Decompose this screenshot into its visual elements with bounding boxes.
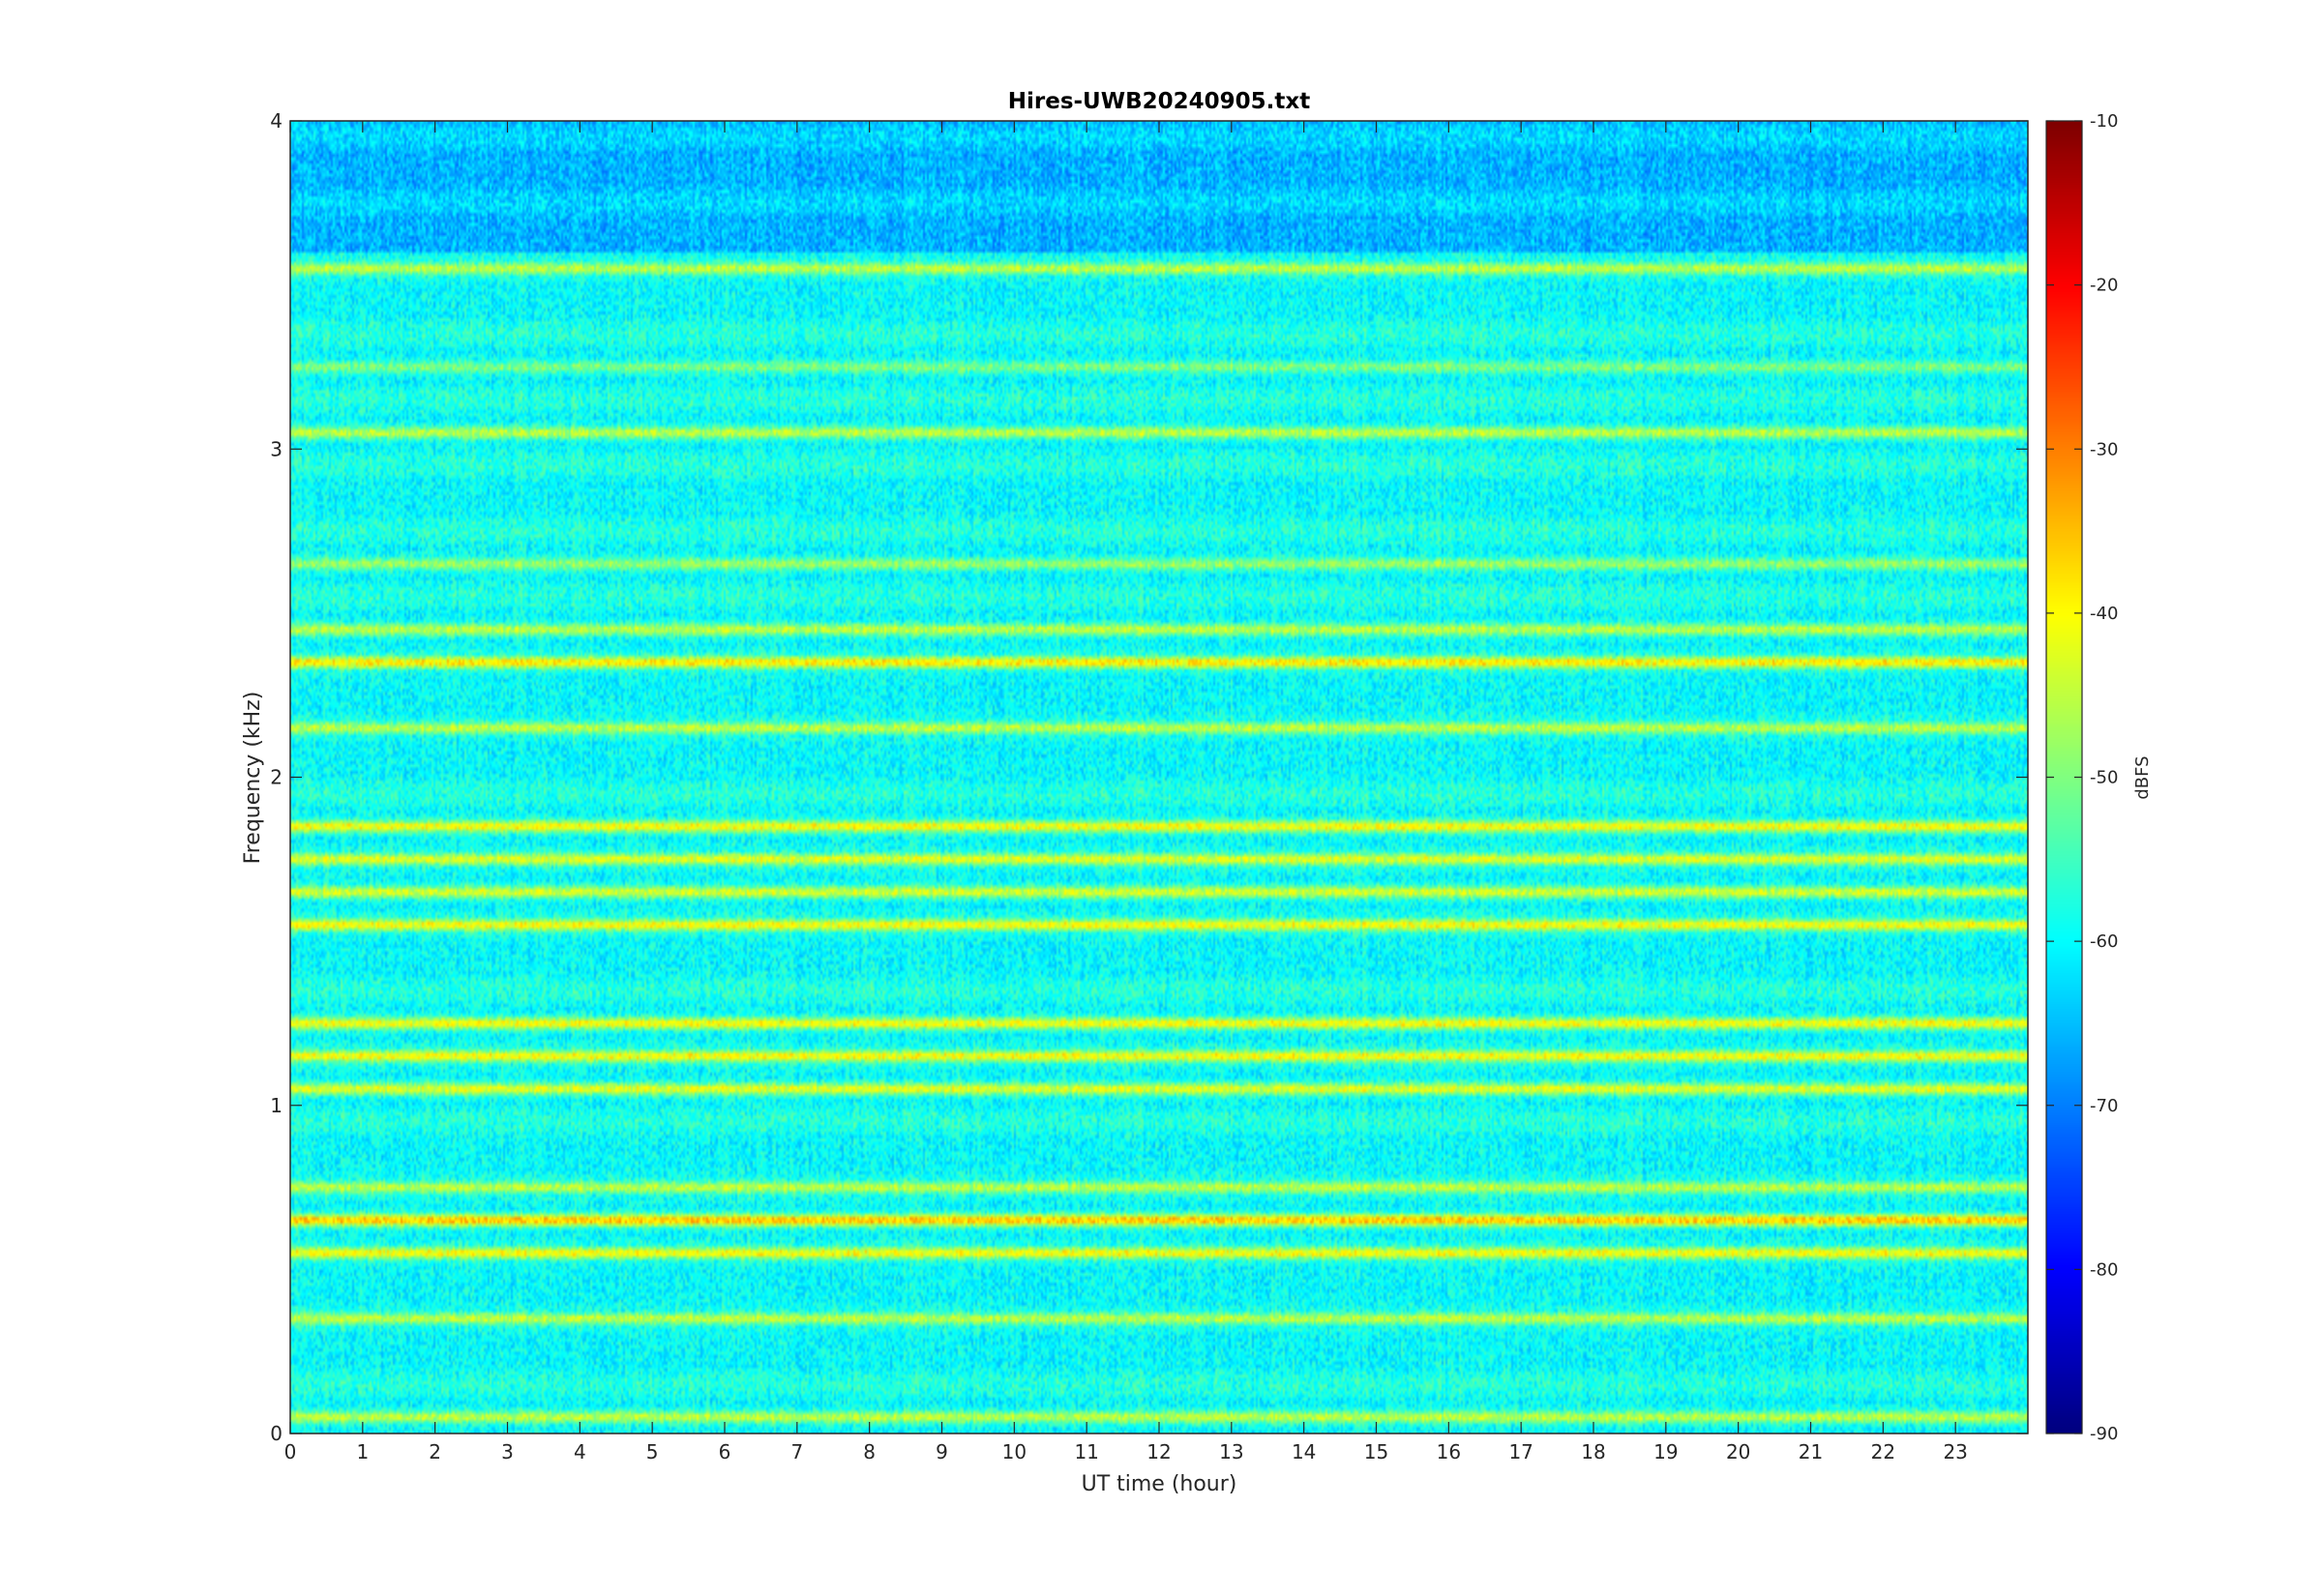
x-tick-label: 8	[863, 1440, 876, 1463]
colorbar-label: dBFS	[2132, 755, 2153, 799]
x-tick-label: 5	[646, 1440, 659, 1463]
x-tick-label: 1	[356, 1440, 369, 1463]
x-axis-label: UT time (hour)	[1082, 1472, 1237, 1496]
x-axis-ticks: 0 1 2 3 4 5 6 7 8 9 10 11 12 13 14 15 16 17 18 19 20 21 22 23	[284, 121, 1968, 1463]
y-axis-label: Frequency (kHz)	[241, 692, 265, 865]
colorbar-tick-label: -80	[2090, 1259, 2118, 1280]
x-tick-label: 15	[1364, 1440, 1388, 1463]
colorbar-tick-label: -20	[2090, 276, 2118, 296]
x-tick-label: 20	[1726, 1440, 1750, 1463]
x-tick-label: 13	[1219, 1440, 1243, 1463]
colorbar: -10 -20 -30 -40 -50 -60 -70 -80 -90 dBFS	[2045, 111, 2153, 1444]
x-tick-label: 11	[1074, 1440, 1098, 1463]
x-tick-label: 16	[1437, 1440, 1461, 1463]
x-tick-label: 22	[1871, 1440, 1895, 1463]
colorbar-tick-label: -40	[2090, 604, 2118, 624]
x-tick-label: 3	[501, 1440, 514, 1463]
colorbar-tick-label: -60	[2090, 931, 2118, 952]
y-axis-ticks: 0 1 2 3 4	[270, 109, 2028, 1445]
x-tick-label: 0	[284, 1440, 297, 1463]
chart-title: Hires-UWB20240905.txt	[1008, 89, 1310, 114]
y-tick-label: 3	[270, 437, 283, 460]
x-tick-label: 6	[719, 1440, 731, 1463]
x-tick-label: 2	[429, 1440, 441, 1463]
spectrogram-image	[290, 121, 2028, 1433]
y-tick-label: 4	[270, 109, 283, 133]
x-tick-label: 19	[1653, 1440, 1678, 1463]
x-tick-label: 23	[1943, 1440, 1967, 1463]
colorbar-tick-label: -70	[2090, 1096, 2118, 1116]
y-tick-label: 0	[270, 1422, 283, 1445]
y-tick-label: 1	[270, 1094, 283, 1117]
x-tick-label: 18	[1581, 1440, 1605, 1463]
y-tick-label: 2	[270, 766, 283, 789]
x-tick-label: 7	[790, 1440, 803, 1463]
x-tick-label: 14	[1292, 1440, 1316, 1463]
x-tick-label: 12	[1146, 1440, 1171, 1463]
colorbar-tick-label: -30	[2090, 439, 2118, 459]
x-tick-label: 9	[936, 1440, 948, 1463]
x-tick-label: 10	[1002, 1440, 1027, 1463]
heatmap-area	[289, 120, 2029, 1434]
colorbar-tick-label: -90	[2090, 1424, 2118, 1444]
x-tick-label: 17	[1508, 1440, 1533, 1463]
x-tick-label: 21	[1799, 1440, 1823, 1463]
x-tick-label: 4	[574, 1440, 586, 1463]
colorbar-ticks: -10 -20 -30 -40 -50 -60 -70 -80 -90	[2046, 111, 2118, 1444]
colorbar-tick-label: -50	[2090, 768, 2118, 788]
colorbar-tick-label: -10	[2090, 111, 2118, 132]
